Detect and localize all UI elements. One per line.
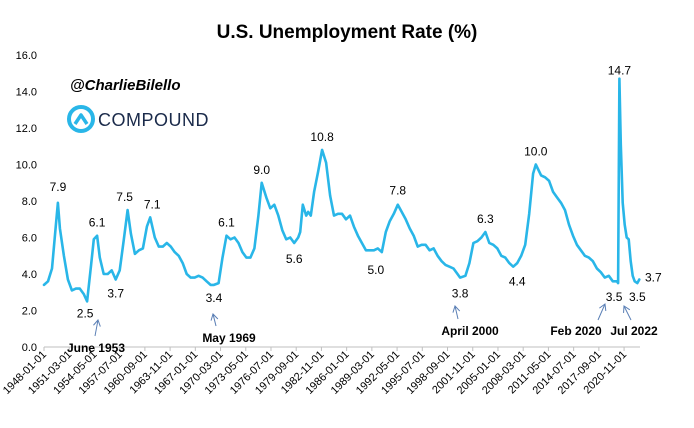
value-label: 2.5 bbox=[77, 306, 94, 320]
y-tick-label: 4.0 bbox=[22, 269, 37, 281]
y-tick-label: 2.0 bbox=[22, 306, 37, 318]
value-label: 3.7 bbox=[645, 270, 662, 284]
event-label: Jul 2022 bbox=[610, 324, 658, 338]
value-label: 3.4 bbox=[206, 291, 223, 305]
event-arrow bbox=[94, 319, 99, 337]
value-label: 6.3 bbox=[477, 212, 494, 226]
author-handle: @CharlieBilello bbox=[70, 77, 181, 94]
value-label: 4.4 bbox=[509, 275, 526, 289]
y-tick-label: 8.0 bbox=[22, 196, 37, 208]
event-arrowhead bbox=[623, 305, 631, 313]
company-name: COMPOUND bbox=[98, 110, 209, 130]
value-label: 9.0 bbox=[253, 163, 270, 177]
value-label: 5.6 bbox=[286, 252, 303, 266]
value-label: 6.1 bbox=[89, 216, 106, 230]
y-tick-label: 16.0 bbox=[16, 50, 37, 62]
event-arrowhead bbox=[452, 305, 461, 313]
event-label: Feb 2020 bbox=[550, 324, 602, 338]
event-arrowhead bbox=[599, 303, 607, 311]
value-label: 7.8 bbox=[389, 184, 406, 198]
event-arrowhead bbox=[210, 313, 219, 321]
value-label: 7.9 bbox=[50, 180, 67, 194]
y-tick-label: 12.0 bbox=[16, 123, 37, 135]
value-label: 6.1 bbox=[218, 216, 235, 230]
value-label: 7.1 bbox=[144, 197, 161, 211]
branding: @CharlieBilello COMPOUND bbox=[67, 77, 209, 133]
event-arrowhead bbox=[93, 319, 101, 327]
value-label: 3.5 bbox=[629, 290, 646, 304]
event-label: May 1969 bbox=[202, 331, 256, 345]
value-label: 3.7 bbox=[107, 286, 124, 300]
value-label: 5.0 bbox=[367, 263, 384, 277]
annotation-layer: 7.9 2.5 6.1 3.7 7.5 7.1 3.4 6.1 9.0 5.6 10.8 5.0 7.8… bbox=[50, 64, 662, 355]
y-tick-label: 6.0 bbox=[22, 233, 37, 245]
event-arrow bbox=[212, 313, 217, 327]
event-arrow bbox=[454, 305, 459, 320]
chart-title: U.S. Unemployment Rate (%) bbox=[217, 22, 478, 43]
value-label: 3.5 bbox=[606, 290, 623, 304]
compound-logo-icon bbox=[67, 105, 95, 133]
value-label: 3.8 bbox=[452, 287, 469, 301]
event-arrow bbox=[597, 303, 606, 321]
y-tick-label: 14.0 bbox=[16, 87, 37, 99]
series-layer bbox=[42, 77, 641, 303]
event-label: April 2000 bbox=[441, 324, 499, 338]
value-label: 10.8 bbox=[310, 130, 334, 144]
y-tick-label: 0.0 bbox=[22, 342, 37, 354]
event-arrow bbox=[623, 305, 632, 321]
value-label: 14.7 bbox=[608, 64, 632, 78]
value-label: 7.5 bbox=[116, 190, 133, 204]
unemployment-line bbox=[42, 77, 641, 303]
y-tick-label: 10.0 bbox=[16, 160, 37, 172]
value-label: 10.0 bbox=[524, 145, 548, 159]
event-label: June 1953 bbox=[67, 341, 125, 355]
